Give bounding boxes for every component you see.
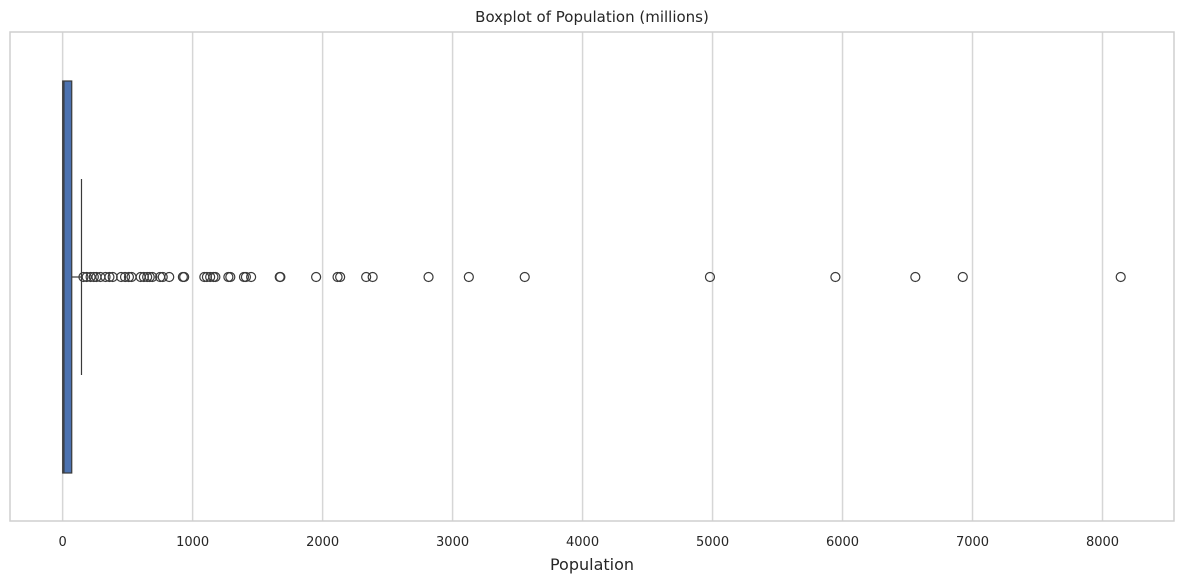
x-tick-label: 3000 <box>436 535 469 550</box>
outlier-point <box>119 271 131 283</box>
outlier-point <box>311 271 322 283</box>
outlier-point <box>144 271 155 283</box>
outlier-point <box>332 271 343 283</box>
x-axis-ticks: 0 1000 2000 3000 4000 5000 6000 7000 8000 <box>59 535 1120 550</box>
outlier-point <box>830 271 841 283</box>
outlier-point <box>104 271 115 283</box>
x-tick-label: 4000 <box>566 535 599 550</box>
outlier-point <box>423 271 434 283</box>
outlier-point <box>246 271 257 283</box>
x-tick-label: 8000 <box>1086 535 1119 550</box>
outlier-point <box>275 271 286 283</box>
outlier-point <box>157 271 168 283</box>
x-tick-label: 6000 <box>826 535 859 550</box>
outlier-point <box>88 271 99 283</box>
outlier-point <box>210 271 221 283</box>
outlier-point <box>164 271 175 283</box>
outlier-point <box>910 271 921 283</box>
outlier-point <box>335 271 346 283</box>
outlier-point <box>123 271 135 283</box>
x-tick-label: 0 <box>59 535 67 550</box>
x-tick-label: 2000 <box>306 535 339 550</box>
box-plot <box>62 80 83 474</box>
x-tick-label: 7000 <box>956 535 989 550</box>
outlier-point <box>361 271 372 283</box>
plot-frame <box>9 31 1175 522</box>
x-axis-label: Population <box>550 555 634 574</box>
x-tick-label: 5000 <box>696 535 729 550</box>
outlier-point <box>367 271 378 283</box>
grid-lines <box>61 32 1104 521</box>
outlier-point <box>205 271 216 283</box>
chart-title: Boxplot of Population (millions) <box>475 8 709 26</box>
outlier-point <box>519 271 530 283</box>
outlier-point <box>147 271 158 283</box>
outlier-point <box>81 271 92 283</box>
outlier-point <box>1115 271 1126 283</box>
x-tick-label: 1000 <box>176 535 209 550</box>
outlier-point <box>142 271 153 283</box>
outlier-point <box>85 271 96 283</box>
outlier-points <box>78 271 1126 283</box>
outlier-point <box>704 271 716 283</box>
outlier-point <box>78 271 89 283</box>
outlier-point <box>225 271 236 283</box>
outlier-point <box>240 271 252 283</box>
iqr-box <box>62 80 73 474</box>
outlier-point <box>463 271 474 283</box>
outlier-point <box>179 271 190 283</box>
outlier-point <box>957 271 968 283</box>
outlier-point <box>100 271 111 283</box>
outlier-point <box>116 271 127 283</box>
